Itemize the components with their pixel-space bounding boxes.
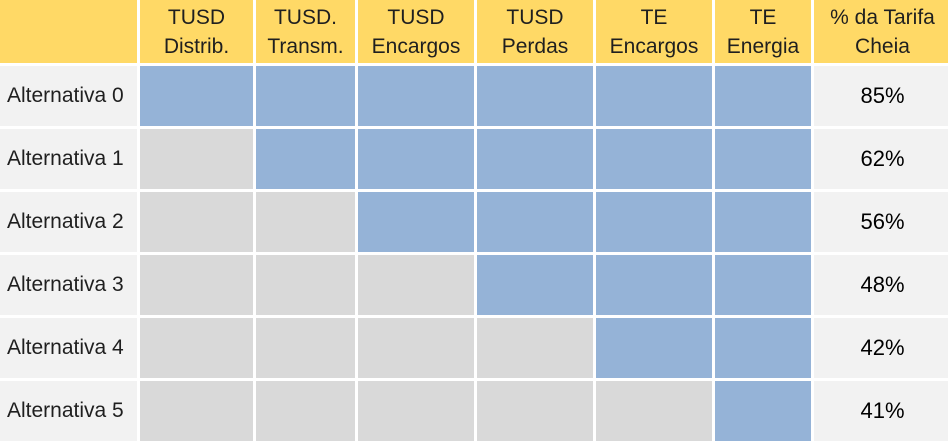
- included-component-cell: [256, 66, 355, 126]
- excluded-component-cell: [596, 381, 712, 441]
- excluded-component-cell: [140, 381, 253, 441]
- percent-value: 62%: [814, 129, 948, 189]
- included-component-cell: [477, 66, 593, 126]
- included-component-cell: [358, 192, 474, 252]
- included-component-cell: [596, 192, 712, 252]
- excluded-component-cell: [140, 192, 253, 252]
- included-component-cell: [596, 66, 712, 126]
- excluded-component-cell: [477, 381, 593, 441]
- excluded-component-cell: [477, 318, 593, 378]
- header-te-encargos: TE Encargos: [596, 0, 712, 63]
- header-tusd-distrib: TUSD Distrib.: [140, 0, 253, 63]
- header-tusd-perdas: TUSD Perdas: [477, 0, 593, 63]
- percent-value: 48%: [814, 255, 948, 315]
- excluded-component-cell: [256, 318, 355, 378]
- included-component-cell: [358, 66, 474, 126]
- excluded-component-cell: [140, 129, 253, 189]
- included-component-cell: [715, 66, 811, 126]
- row-label: Alternativa 5: [0, 381, 137, 441]
- included-component-cell: [715, 381, 811, 441]
- percent-value: 56%: [814, 192, 948, 252]
- row-label: Alternativa 4: [0, 318, 137, 378]
- row-label: Alternativa 3: [0, 255, 137, 315]
- excluded-component-cell: [358, 381, 474, 441]
- excluded-component-cell: [140, 255, 253, 315]
- included-component-cell: [715, 318, 811, 378]
- included-component-cell: [477, 192, 593, 252]
- included-component-cell: [715, 192, 811, 252]
- included-component-cell: [596, 318, 712, 378]
- row-label: Alternativa 1: [0, 129, 137, 189]
- percent-value: 42%: [814, 318, 948, 378]
- excluded-component-cell: [256, 381, 355, 441]
- included-component-cell: [596, 129, 712, 189]
- row-label: Alternativa 2: [0, 192, 137, 252]
- percent-value: 41%: [814, 381, 948, 441]
- excluded-component-cell: [358, 318, 474, 378]
- included-component-cell: [140, 66, 253, 126]
- percent-value: 85%: [814, 66, 948, 126]
- row-label: Alternativa 0: [0, 66, 137, 126]
- header-te-energia: TE Energia: [715, 0, 811, 63]
- included-component-cell: [477, 255, 593, 315]
- included-component-cell: [256, 129, 355, 189]
- header-corner: [0, 0, 137, 63]
- excluded-component-cell: [358, 255, 474, 315]
- excluded-component-cell: [256, 192, 355, 252]
- included-component-cell: [715, 255, 811, 315]
- included-component-cell: [715, 129, 811, 189]
- header-tusd-transm: TUSD. Transm.: [256, 0, 355, 63]
- included-component-cell: [358, 129, 474, 189]
- excluded-component-cell: [140, 318, 253, 378]
- header-tusd-encargos: TUSD Encargos: [358, 0, 474, 63]
- included-component-cell: [596, 255, 712, 315]
- excluded-component-cell: [256, 255, 355, 315]
- included-component-cell: [477, 129, 593, 189]
- header-percent-full-tariff: % da Tarifa Cheia: [814, 0, 948, 63]
